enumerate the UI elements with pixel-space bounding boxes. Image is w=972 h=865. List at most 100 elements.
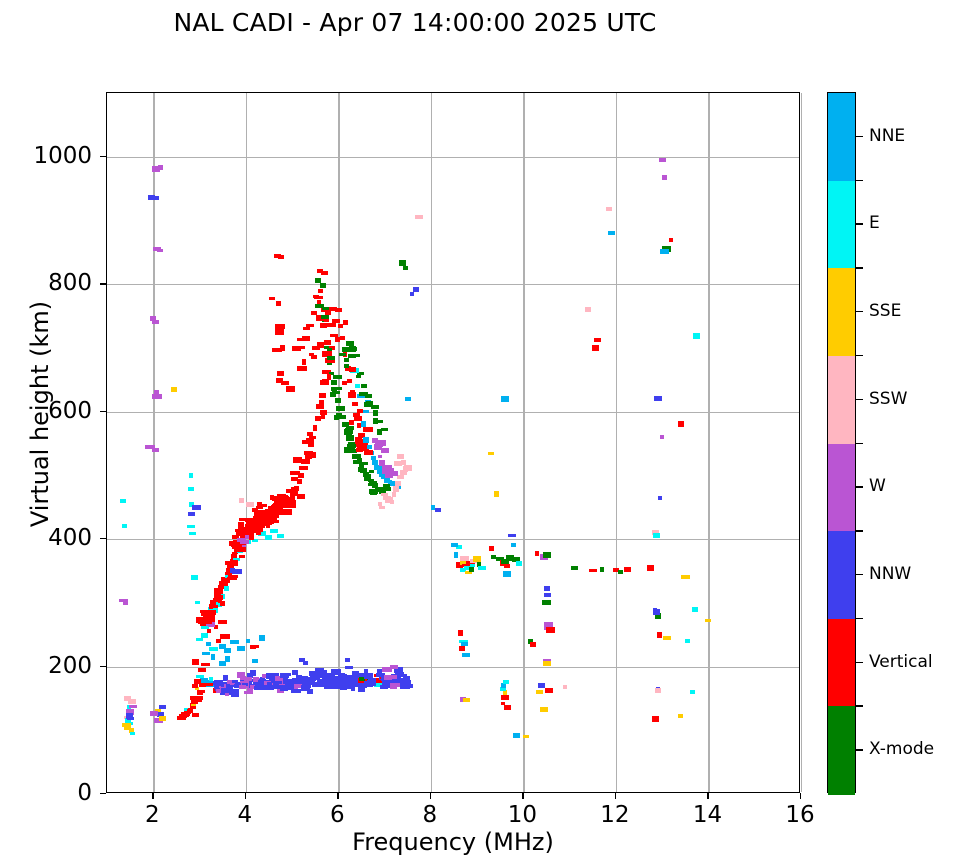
echo-point <box>285 682 295 688</box>
echo-point <box>345 427 354 434</box>
echo-point <box>267 681 273 686</box>
echo-point <box>209 600 219 606</box>
colorbar-label-e: E <box>869 213 880 234</box>
echo-point <box>654 612 661 619</box>
echo-point <box>345 676 353 681</box>
echo-point <box>403 464 412 471</box>
echo-point <box>359 677 366 682</box>
echo-point <box>290 689 301 694</box>
echo-point <box>318 288 324 293</box>
echo-point <box>301 440 310 445</box>
echo-point <box>281 496 289 502</box>
echo-point <box>194 601 200 605</box>
echo-point <box>332 668 342 675</box>
echo-point <box>364 672 374 677</box>
echo-point <box>206 629 211 634</box>
echo-point <box>218 584 226 589</box>
echo-point <box>363 681 373 688</box>
echo-point <box>400 460 406 466</box>
echo-point <box>246 501 255 507</box>
echo-point <box>351 681 356 688</box>
echo-point <box>293 457 303 464</box>
echo-point <box>274 323 285 329</box>
echo-point <box>361 448 369 452</box>
echo-point <box>258 634 265 641</box>
echo-point <box>585 307 592 313</box>
echo-point <box>341 380 347 385</box>
echo-point <box>689 690 695 695</box>
echo-point <box>657 631 663 638</box>
echo-point <box>536 690 544 695</box>
echo-point <box>247 688 254 693</box>
echo-point <box>301 458 311 464</box>
echo-point <box>660 248 669 254</box>
echo-point <box>251 507 258 512</box>
gridline-vertical <box>338 93 340 792</box>
echo-point <box>403 673 408 679</box>
echo-point <box>332 319 341 324</box>
echo-point <box>500 694 509 700</box>
echo-point <box>238 498 244 504</box>
echo-point <box>450 543 458 548</box>
echo-point <box>221 688 231 694</box>
echo-point <box>334 307 342 312</box>
echo-point <box>276 678 285 683</box>
gridline-vertical <box>245 93 248 792</box>
echo-point <box>660 435 665 440</box>
echo-point <box>377 454 382 458</box>
echo-point <box>196 674 205 678</box>
echo-point <box>219 595 224 601</box>
colorbar-boundary-tick <box>856 705 863 707</box>
colorbar-segment-ssw <box>828 355 855 445</box>
echo-point <box>351 401 358 406</box>
colorbar-label-vertical: Vertical <box>869 651 933 672</box>
echo-point <box>210 684 216 688</box>
echo-point <box>214 592 223 598</box>
echo-point <box>361 445 368 450</box>
echo-point <box>316 269 323 274</box>
echo-point <box>266 519 274 524</box>
echo-point <box>241 683 248 687</box>
echo-point <box>211 653 216 660</box>
echo-point <box>237 538 247 543</box>
echo-point <box>357 684 367 689</box>
echo-point <box>399 469 407 475</box>
echo-point <box>381 427 389 431</box>
echo-point <box>271 347 282 352</box>
echo-point <box>252 538 259 542</box>
y-axis-label: Virtual height (km) <box>26 300 54 528</box>
echo-point <box>303 661 309 666</box>
echo-point <box>607 231 615 236</box>
echo-point <box>544 688 553 694</box>
echo-point <box>213 587 221 593</box>
echo-point <box>246 639 251 644</box>
gridline-horizontal <box>107 666 799 668</box>
echo-point <box>307 442 314 447</box>
echo-point <box>121 723 131 728</box>
echo-point <box>125 712 133 719</box>
echo-point <box>313 424 318 431</box>
echo-point <box>460 567 467 572</box>
echo-point <box>220 577 230 583</box>
echo-point <box>458 630 464 637</box>
echo-point <box>612 567 619 572</box>
echo-point <box>215 688 221 693</box>
echo-point <box>312 345 321 350</box>
echo-point <box>503 705 511 711</box>
echo-point <box>335 685 345 689</box>
echo-point <box>372 460 379 466</box>
echo-point <box>361 421 367 428</box>
colorbar-boundary-tick <box>856 442 863 444</box>
colorbar-tick <box>856 135 863 138</box>
echo-point <box>219 683 227 690</box>
echo-point <box>189 696 195 701</box>
echo-point <box>222 674 228 681</box>
echo-point <box>600 567 605 573</box>
x-tick-label: 10 <box>507 802 538 828</box>
echo-point <box>325 358 336 363</box>
echo-point <box>319 283 326 289</box>
echo-point <box>208 609 216 615</box>
echo-point <box>244 677 253 682</box>
echo-point <box>360 384 367 389</box>
echo-point <box>398 260 406 267</box>
